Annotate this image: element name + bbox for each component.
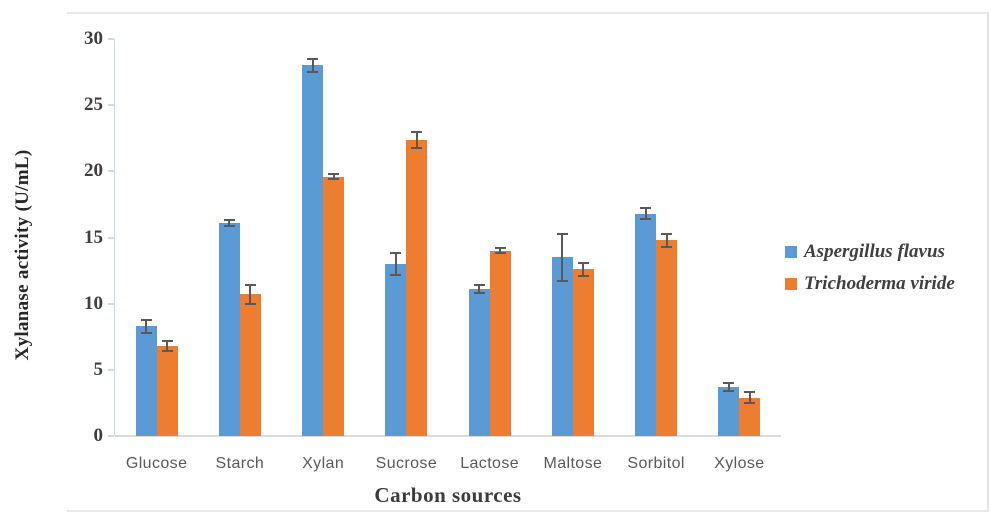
category-label: Sorbitol xyxy=(627,455,685,472)
bar-sorbitol-series2 xyxy=(656,240,678,436)
category-label: Xylose xyxy=(714,455,765,472)
error-bar-line xyxy=(249,285,252,304)
y-axis-tick xyxy=(108,104,114,107)
error-bar-cap-top xyxy=(494,247,506,250)
error-bar-cap-top xyxy=(640,207,652,210)
error-bar-line xyxy=(166,340,169,352)
error-bar-cap-top xyxy=(473,284,485,287)
error-bar-cap-top xyxy=(161,339,173,342)
error-bar-line xyxy=(228,220,231,226)
legend-swatch-icon xyxy=(785,246,797,258)
error-bar-cap-bottom xyxy=(556,280,568,283)
category-label: Sucrose xyxy=(375,455,438,472)
error-bar-cap-top xyxy=(328,172,340,175)
bar-sorbitol-series1 xyxy=(635,213,657,436)
category-label: Maltose xyxy=(543,455,603,472)
bar-lactose-series2 xyxy=(489,250,511,436)
legend-label: Trichoderma viride xyxy=(804,273,955,294)
bar-glucose-series1 xyxy=(135,326,157,436)
error-bar-cap-bottom xyxy=(411,146,423,149)
error-bar-cap-bottom xyxy=(473,292,485,295)
bar-starch-series2 xyxy=(239,294,261,436)
error-bar-line xyxy=(394,253,397,275)
error-bar-cap-top xyxy=(390,252,402,255)
x-axis-title: Carbon sources xyxy=(374,483,522,507)
error-bar-cap-top xyxy=(723,382,735,385)
legend-swatch-icon xyxy=(785,278,797,290)
error-bar-line xyxy=(145,319,148,333)
error-bar-cap-top xyxy=(411,130,423,133)
error-bar-cap-bottom xyxy=(328,178,340,181)
error-bar-cap-bottom xyxy=(640,217,652,220)
bar-maltose-series2 xyxy=(572,269,594,436)
error-bar-cap-bottom xyxy=(390,273,402,276)
error-bar-cap-bottom xyxy=(723,390,735,392)
error-bar-line xyxy=(499,248,502,254)
error-bar-line xyxy=(561,233,564,282)
error-bar-line xyxy=(311,58,314,73)
error-bar-cap-bottom xyxy=(307,71,319,74)
y-tick-label: 0 xyxy=(93,425,104,446)
error-bar-cap-bottom xyxy=(223,224,235,227)
y-tick-label: 30 xyxy=(84,28,103,49)
legend-item-2: Trichoderma viride xyxy=(785,272,955,296)
y-axis-tick xyxy=(108,170,114,173)
error-bar-line xyxy=(332,173,335,180)
bar-xylose-series2 xyxy=(739,397,761,436)
error-bar-cap-bottom xyxy=(744,401,756,404)
y-axis-line xyxy=(114,39,115,436)
y-axis-tick xyxy=(108,236,114,239)
y-tick-label: 25 xyxy=(84,94,103,116)
y-axis-tick xyxy=(108,368,114,371)
y-axis-tick xyxy=(108,38,114,40)
bar-xylose-series1 xyxy=(718,387,740,436)
error-bar-cap-top xyxy=(556,232,568,235)
bar-xylan-series2 xyxy=(323,176,345,436)
error-bar-cap-top xyxy=(140,318,152,321)
legend-label: Aspergillus flavus xyxy=(804,241,945,262)
bar-sucrose-series2 xyxy=(406,139,428,436)
error-bar-line xyxy=(415,131,418,148)
error-bar-cap-top xyxy=(661,232,673,235)
error-bar-cap-bottom xyxy=(494,252,506,255)
x-axis-line xyxy=(115,435,781,437)
bar-starch-series1 xyxy=(218,222,240,436)
y-tick-label: 15 xyxy=(84,226,103,248)
bar-sucrose-series1 xyxy=(385,263,407,436)
error-bar-cap-top xyxy=(307,57,319,60)
error-bar-cap-bottom xyxy=(161,350,173,353)
category-label: Xylan xyxy=(302,455,345,472)
error-bar-cap-bottom xyxy=(140,331,152,334)
error-bar-line xyxy=(582,262,585,276)
category-label: Glucose xyxy=(125,455,188,472)
y-axis-title: Xylanase activity (U/mL) xyxy=(12,149,33,361)
error-bar-line xyxy=(665,233,668,247)
error-bar-cap-top xyxy=(577,261,589,264)
bar-lactose-series1 xyxy=(468,289,490,436)
y-tick-label: 5 xyxy=(93,358,104,380)
bar-xylan-series1 xyxy=(302,65,324,436)
category-label: Starch xyxy=(215,455,265,472)
error-bar-cap-bottom xyxy=(577,274,589,277)
y-axis-tick xyxy=(108,435,114,437)
bar-maltose-series1 xyxy=(551,257,573,436)
error-bar-cap-top xyxy=(744,391,756,394)
error-bar-cap-bottom xyxy=(661,245,673,248)
legend-item-1: Aspergillus flavus xyxy=(785,240,955,264)
error-bar-line xyxy=(727,383,730,391)
bar-glucose-series2 xyxy=(156,346,178,436)
y-axis-tick xyxy=(108,302,114,305)
category-label: Lactose xyxy=(460,455,520,472)
y-tick-label: 10 xyxy=(84,292,103,314)
y-tick-label: 20 xyxy=(84,160,103,182)
error-bar-line xyxy=(644,208,647,219)
error-bar-cap-top xyxy=(244,284,256,287)
error-bar-line xyxy=(748,392,751,403)
error-bar-cap-top xyxy=(223,219,235,222)
error-bar-cap-bottom xyxy=(244,302,256,305)
error-bar-line xyxy=(478,285,481,294)
legend: Aspergillus flavus Trichoderma viride xyxy=(785,240,955,304)
